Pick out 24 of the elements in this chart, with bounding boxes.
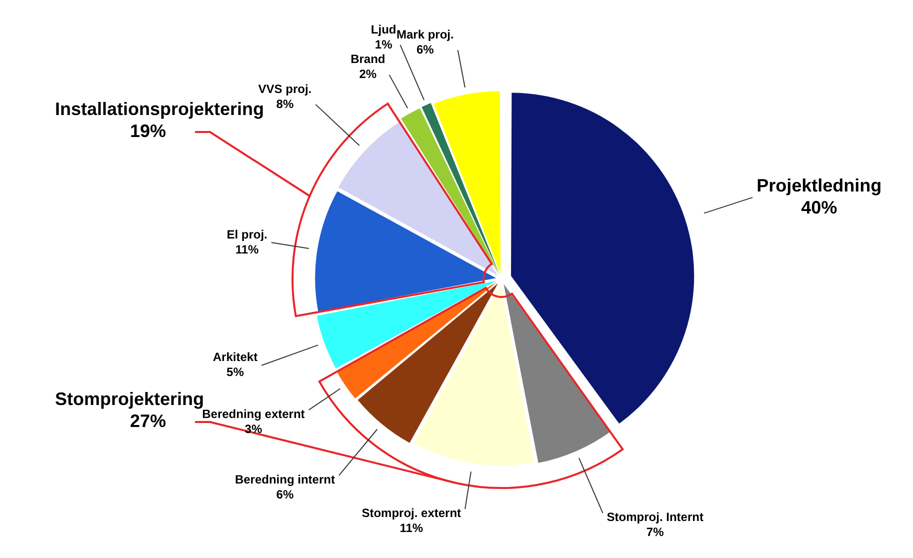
slice-label: Arkitekt bbox=[212, 350, 258, 364]
data-label: 3% bbox=[244, 422, 262, 436]
slice-label: El proj. bbox=[226, 227, 268, 242]
slice-label: Projektledning bbox=[756, 175, 882, 196]
slice-label: Beredning externt bbox=[202, 406, 305, 421]
data-label: 40% bbox=[801, 197, 838, 218]
slice-label: Beredning internt bbox=[234, 472, 335, 486]
slice-label: Stomproj. externt bbox=[362, 506, 462, 520]
slice-label: Stomproj. Internt bbox=[606, 510, 704, 524]
slice-label: Ljud bbox=[370, 22, 396, 36]
slice-label: Mark proj. bbox=[396, 27, 454, 42]
data-label: 11% bbox=[235, 242, 260, 256]
slice-label: VVS proj. bbox=[258, 82, 312, 96]
slice-label: Brand bbox=[350, 52, 386, 66]
text: Stomprojektering 27% bbox=[55, 388, 204, 431]
data-label: 7% bbox=[646, 524, 664, 539]
text: Installationsprojektering 19% bbox=[55, 98, 264, 141]
data-label: 1% bbox=[374, 37, 393, 52]
data-label: 5% bbox=[226, 365, 244, 380]
data-label: 6% bbox=[276, 487, 294, 502]
data-label: 8% bbox=[276, 96, 294, 111]
data-label: 11% bbox=[400, 520, 424, 535]
data-label: 6% bbox=[416, 42, 434, 56]
data-label: 2% bbox=[359, 67, 377, 82]
